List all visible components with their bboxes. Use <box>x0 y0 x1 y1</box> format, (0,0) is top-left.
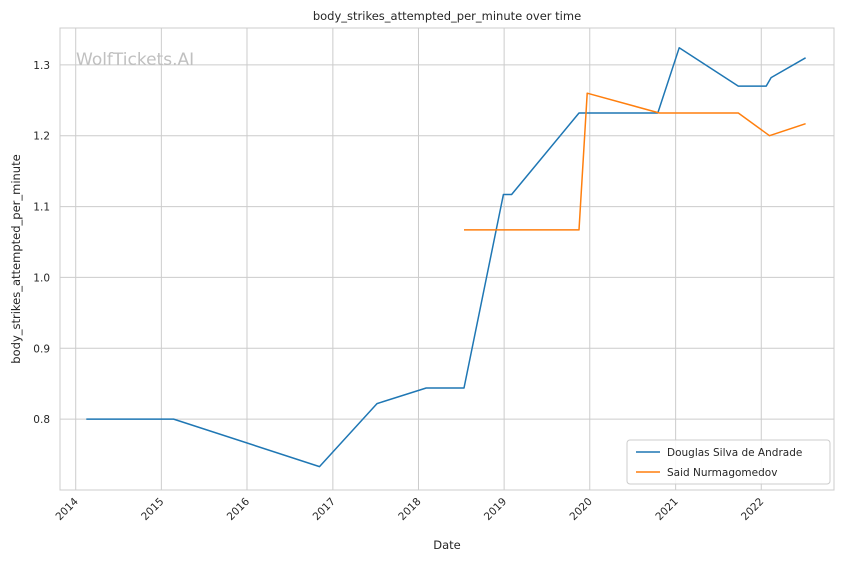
x-tick-labels: 2014 2015 2016 2017 2018 2019 2020 2021 2022 <box>53 495 766 523</box>
y-tick-label: 0.8 <box>33 414 50 426</box>
y-tick-label: 1.0 <box>33 272 50 284</box>
x-axis-label: Date <box>433 538 461 552</box>
chart-title: body_strikes_attempted_per_minute over t… <box>313 9 581 23</box>
y-tick-label: 1.3 <box>33 60 50 72</box>
series-line-1 <box>464 92 806 231</box>
grid-lines <box>60 28 834 490</box>
legend-label-douglas: Douglas Silva de Andrade <box>667 447 802 459</box>
series-lines <box>86 47 806 468</box>
plot-background <box>60 28 834 490</box>
y-tick-label: 1.2 <box>33 131 50 143</box>
plot-frame <box>59 27 835 491</box>
legend-box <box>626 439 831 485</box>
y-tick-label: 0.9 <box>33 343 50 355</box>
watermark: WolfTickets.AI <box>76 50 194 70</box>
x-tick-label: 2014 <box>53 495 81 523</box>
series-line-0 <box>86 47 806 468</box>
x-tick-label: 2019 <box>482 496 509 523</box>
y-axis-label: body_strikes_attempted_per_minute <box>9 154 23 363</box>
x-tick-label: 2017 <box>311 496 338 523</box>
y-tick-label: 1.1 <box>33 202 50 214</box>
x-tick-label: 2018 <box>396 496 423 523</box>
legend: Douglas Silva de Andrade Said Nurmagomed… <box>626 439 831 485</box>
x-tick-label: 2016 <box>225 495 253 523</box>
legend-label-said: Said Nurmagomedov <box>667 467 777 479</box>
x-tick-label: 2020 <box>567 496 594 523</box>
x-tick-label: 2021 <box>653 496 680 523</box>
x-tick-label: 2022 <box>739 496 766 523</box>
y-tick-labels: 0.8 0.9 1.0 1.1 1.2 1.3 <box>33 60 50 426</box>
x-tick-label: 2015 <box>139 496 166 523</box>
